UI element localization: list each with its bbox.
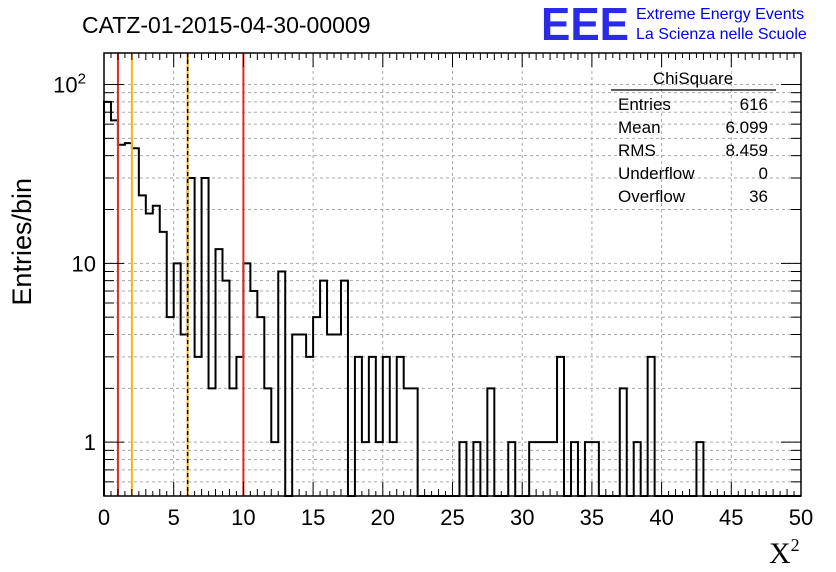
histogram-bin <box>306 357 313 496</box>
y-axis-ticks: 1 10 102 <box>53 70 801 497</box>
stats-value-underflow: 0 <box>759 164 768 183</box>
stats-label-entries: Entries <box>618 95 671 114</box>
x-axis-label: X2 <box>769 535 800 570</box>
histogram-bin <box>278 272 285 496</box>
eee-logo-mark: EEE <box>541 0 629 50</box>
x-tick-label: 25 <box>440 505 464 530</box>
stats-value-mean: 6.099 <box>725 118 768 137</box>
histogram-bin <box>383 357 390 496</box>
x-tick-label: 40 <box>649 505 673 530</box>
logo-line-2: La Scienza nelle Scuole <box>636 26 807 43</box>
y-axis-label: Entries/bin <box>7 178 37 306</box>
x-tick-label: 0 <box>98 505 110 530</box>
stats-label-rms: RMS <box>618 141 656 160</box>
grid-lines <box>104 53 801 496</box>
histogram-bin <box>181 334 188 496</box>
stats-label-overflow: Overflow <box>618 187 686 206</box>
histogram-bin <box>292 334 299 496</box>
histogram-bin <box>132 148 139 496</box>
histogram-bin <box>236 357 243 496</box>
histogram-bin <box>369 357 376 496</box>
chart-title: CATZ-01-2015-04-30-00009 <box>82 12 371 38</box>
y-tick-label: 10 <box>72 251 96 276</box>
histogram-bin <box>167 317 174 496</box>
histogram-bin <box>648 357 655 496</box>
histogram-bin <box>104 102 111 496</box>
eee-logo: EEE Extreme Energy Events La Scienza nel… <box>541 0 807 50</box>
histogram-bin <box>334 334 341 496</box>
histogram-bin <box>557 357 564 496</box>
stats-value-overflow: 36 <box>749 187 768 206</box>
histogram-bin <box>313 317 320 496</box>
x-tick-label: 50 <box>789 505 813 530</box>
histogram-bin <box>250 291 257 496</box>
stats-value-rms: 8.459 <box>725 141 768 160</box>
histogram-bin <box>125 143 132 496</box>
stats-value-entries: 616 <box>740 95 768 114</box>
histogram-bars <box>103 100 801 497</box>
x-tick-label: 10 <box>231 505 255 530</box>
histogram-bin <box>153 206 160 496</box>
histogram-bin <box>216 249 223 496</box>
logo-line-1: Extreme Energy Events <box>636 6 804 23</box>
histogram-bin <box>299 334 306 496</box>
histogram-outline <box>103 100 801 497</box>
histogram-bin <box>397 357 404 496</box>
stats-label-mean: Mean <box>618 118 661 137</box>
histogram-bin <box>327 334 334 496</box>
histogram-bin <box>202 178 209 496</box>
stats-title: ChiSquare <box>653 69 733 88</box>
histogram-bin <box>188 178 195 496</box>
y-tick-label: 102 <box>53 70 86 97</box>
reference-lines <box>116 53 245 496</box>
x-tick-label: 20 <box>371 505 395 530</box>
x-tick-label: 45 <box>719 505 743 530</box>
x-tick-label: 30 <box>510 505 534 530</box>
histogram-bin <box>111 120 118 496</box>
histogram-bin <box>243 263 250 496</box>
histogram-bin <box>355 357 362 496</box>
x-tick-label: 5 <box>168 505 180 530</box>
stats-box: ChiSquare Entries 616 Mean 6.099 RMS 8.4… <box>611 69 776 206</box>
stats-label-underflow: Underflow <box>618 164 695 183</box>
x-tick-label: 15 <box>301 505 325 530</box>
histogram-bin <box>174 263 181 496</box>
x-axis-ticks: 0 5 10 15 20 25 30 35 40 45 50 <box>98 53 813 530</box>
histogram-bin <box>139 195 146 496</box>
histogram-bin <box>257 317 264 496</box>
x-tick-label: 35 <box>580 505 604 530</box>
histogram-bin <box>118 145 125 496</box>
histogram-bin <box>146 213 153 496</box>
histogram-bin <box>195 357 202 496</box>
y-tick-label: 1 <box>84 430 96 455</box>
